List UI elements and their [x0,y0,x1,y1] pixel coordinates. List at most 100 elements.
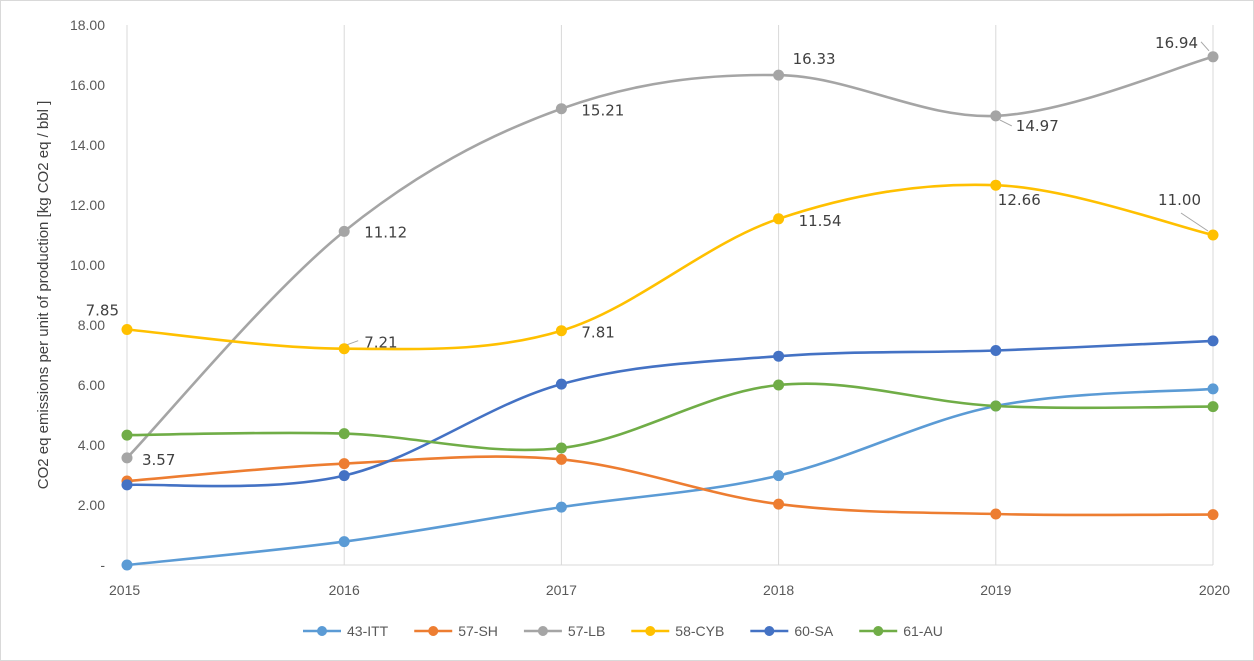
x-tick-label: 2019 [980,582,1011,598]
data-point [990,110,1002,122]
y-tick-label: 6.00 [78,377,105,393]
legend-marker [764,626,775,636]
legend-label: 61-AU [903,623,943,639]
series-58-CYB [121,179,1219,355]
data-label: 11.12 [364,223,407,241]
data-point [773,69,785,81]
x-tick-label: 2015 [109,582,140,598]
data-point [338,470,350,482]
series-57-LB [121,51,1219,464]
y-tick-label: 14.00 [70,137,105,153]
label-leader-line [1200,41,1210,52]
data-label: 15.21 [581,102,624,120]
legend: 43-ITT 57-SH 57-LB 58-CYB 60-SA 61-AU [303,623,943,639]
data-label: 11.00 [1158,191,1201,209]
legend-label: 43-ITT [347,623,389,639]
label-leader-line [999,119,1013,127]
y-tick-label: 4.00 [78,437,105,453]
y-tick-label: 8.00 [78,317,105,333]
data-label: 3.57 [142,451,175,469]
legend-entry-60-SA: 60-SA [750,623,834,639]
legend-label: 57-SH [458,623,498,639]
x-tick-label: 2017 [546,582,577,598]
y-tick-label: 2.00 [78,497,105,513]
y-tick-label: 18.00 [70,17,105,33]
x-tick-label: 2018 [763,582,794,598]
data-point [1207,229,1219,241]
data-point [990,508,1002,520]
legend-marker [873,626,884,636]
legend-marker [428,626,439,636]
series-line [125,183,1215,351]
data-label: 7.21 [364,334,397,352]
x-tick-label: 2020 [1199,582,1230,598]
x-tick-label: 2016 [329,582,360,598]
legend-entry-57-LB: 57-LB [523,623,605,639]
data-label: 11.54 [799,212,842,230]
data-point [338,225,350,237]
data-point [555,453,567,465]
series-60-SA [121,335,1219,491]
y-tick-label: 12.00 [70,197,105,213]
data-point [555,378,567,390]
legend-entry-61-AU: 61-AU [859,623,943,639]
data-label: 7.81 [581,324,614,342]
data-point [1207,335,1219,347]
y-axis-ticks: - 2.00 4.00 6.00 8.00 10.00 12.00 14.00 16.00 18.… [70,17,105,573]
data-point [121,324,133,335]
data-point [555,325,567,337]
data-point [1207,509,1219,521]
data-label: 7.85 [86,302,119,320]
legend-entry-57-SH: 57-SH [414,623,498,639]
data-point [990,400,1002,412]
data-point [555,442,567,454]
series-43-ITT [121,383,1219,571]
y-axis-title: CO2 eq emissions per unit of production … [35,101,52,490]
data-point [990,179,1002,191]
legend-marker [537,626,548,636]
data-point [338,536,350,548]
legend-marker [645,626,656,636]
data-label: 16.94 [1155,34,1198,52]
y-tick-label: 16.00 [70,77,105,93]
label-leader-line [347,340,359,346]
data-point [338,428,350,440]
legend-label: 60-SA [794,623,834,639]
data-point [773,213,785,225]
legend-entry-58-CYB: 58-CYB [631,623,724,639]
data-point [121,452,133,464]
data-point [121,429,133,441]
label-leader-line [1180,212,1209,232]
series-61-AU [121,379,1219,454]
data-point [338,343,350,355]
data-label: 14.97 [1016,117,1059,135]
data-point [555,501,567,513]
data-point [773,470,785,482]
data-label: 16.33 [793,50,836,68]
legend-label: 58-CYB [675,623,724,639]
data-label: 12.66 [998,191,1041,209]
data-point [1207,401,1219,413]
data-point [1207,383,1219,395]
series-57-SH [121,453,1219,521]
data-point [990,345,1002,356]
data-point [555,103,567,115]
data-point [338,458,350,470]
series-line [125,382,1215,452]
data-point [773,350,785,362]
data-labels: 3.57 11.12 15.21 16.33 14.97 16.94 7.85 7.21 7.8… [86,34,1210,469]
legend-label: 57-LB [568,623,605,639]
y-tick-label: 10.00 [70,257,105,273]
series-line [125,387,1215,567]
x-axis-ticks: 2015 2016 2017 2018 2019 2020 [109,582,1230,598]
y-tick-label: - [100,557,105,573]
data-point [773,498,785,510]
series-line [125,455,1215,517]
data-point [121,559,133,571]
data-point [1207,51,1219,63]
data-point [121,479,133,491]
legend-entry-43-ITT: 43-ITT [303,623,389,639]
series-line [125,339,1215,488]
